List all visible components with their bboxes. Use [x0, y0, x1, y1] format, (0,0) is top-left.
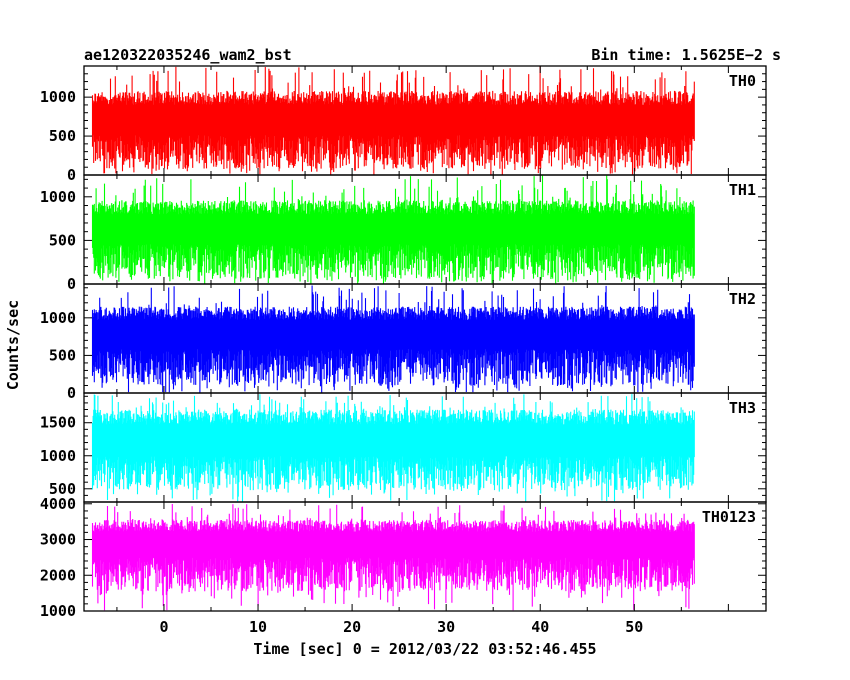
y-tick-label: 4000 — [40, 495, 76, 513]
x-tick-label: 0 — [159, 618, 168, 636]
y-tick-label: 0 — [67, 166, 76, 184]
x-tick-label: 50 — [625, 618, 643, 636]
y-tick-label: 1000 — [40, 88, 76, 106]
y-tick-label: 3000 — [40, 531, 76, 549]
panel-label-th2: TH2 — [729, 290, 756, 308]
x-tick-label: 40 — [531, 618, 549, 636]
x-tick-label: 10 — [249, 618, 267, 636]
series-th3 — [91, 394, 695, 502]
y-tick-label: 500 — [49, 480, 76, 498]
y-tick-label: 1000 — [40, 309, 76, 327]
series-th0123 — [91, 504, 695, 611]
y-tick-label: 500 — [49, 127, 76, 145]
panel-label-th1: TH1 — [729, 181, 756, 199]
y-tick-label: 500 — [49, 346, 76, 364]
panel-label-th0: TH0 — [729, 72, 756, 90]
x-axis-label: Time [sec] 0 = 2012/03/22 03:52:46.455 — [253, 640, 596, 658]
chart-title: ae120322035246_wam2_bst — [84, 46, 292, 64]
x-tick-label: 30 — [437, 618, 455, 636]
x-tick-label: 20 — [343, 618, 361, 636]
bin-time-label: Bin time: 1.5625E−2 s — [591, 46, 781, 64]
y-tick-label: 1500 — [40, 414, 76, 432]
series-th2 — [91, 285, 695, 393]
y-tick-label: 500 — [49, 231, 76, 249]
y-tick-label: 1000 — [40, 447, 76, 465]
series-th1 — [91, 175, 695, 284]
panel-label-th0123: TH0123 — [702, 508, 756, 526]
y-tick-label: 1000 — [40, 188, 76, 206]
y-tick-label: 0 — [67, 384, 76, 402]
series-th0 — [91, 66, 695, 175]
y-axis-label: Counts/sec — [4, 300, 22, 390]
panel-frame-th0123 — [83, 501, 767, 612]
y-tick-label: 1000 — [40, 602, 76, 620]
panel-label-th3: TH3 — [729, 399, 756, 417]
y-tick-label: 0 — [67, 275, 76, 293]
y-tick-label: 2000 — [40, 566, 76, 584]
